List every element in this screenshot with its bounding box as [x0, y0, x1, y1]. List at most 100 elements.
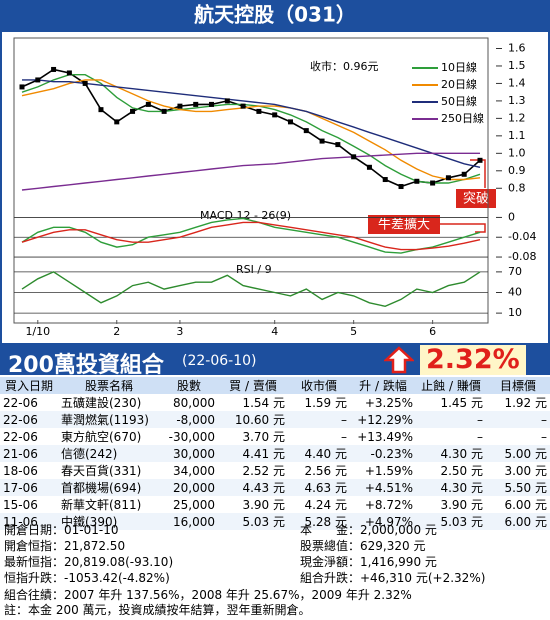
table-row: 18-06 春天百貨(331) 34,000 2.52 元 2.56 元 +1.59% 2.…: [0, 462, 550, 479]
table-cell: 4.30 元: [416, 479, 486, 496]
column-header: 目標價: [486, 377, 550, 394]
signal-box: [456, 189, 496, 208]
table-cell: 春天百貨(331): [61, 464, 142, 478]
x-tick-label: 4: [271, 325, 278, 338]
table-cell: –: [541, 429, 547, 444]
table-cell: 5.28 元: [288, 513, 350, 530]
portfolio-date: (22-06-10): [182, 353, 257, 369]
table-cell: 21-06: [0, 445, 58, 462]
table-cell: 五礦建設(230): [61, 396, 142, 410]
close-mark: [82, 80, 88, 86]
table-cell: 5.03 元: [218, 513, 288, 530]
close-mark: [445, 175, 451, 181]
table-cell: -30,000: [168, 429, 215, 444]
x-tick-label: 2: [113, 325, 120, 338]
legend-label: 20日線: [441, 77, 477, 91]
y-tick-label: 1.4: [508, 76, 526, 89]
close-mark: [35, 77, 41, 83]
table-cell: 4.43 元: [218, 479, 288, 496]
table-cell: 1.59 元: [304, 396, 347, 410]
macd-signal-box: [368, 215, 440, 234]
table-cell: 34,000: [173, 463, 215, 478]
table-cell: 10.60 元: [218, 411, 288, 428]
y-tick-label: 1.0: [508, 146, 526, 159]
summary-item: 開倉日期：01-01-10: [4, 523, 119, 537]
y-tick-label: 1.3: [508, 94, 526, 107]
table-cell: -0.23%: [350, 445, 416, 462]
y-tick-label: 0: [508, 210, 515, 223]
table-cell: –: [341, 429, 347, 444]
table-cell: 18-06: [3, 463, 38, 478]
signal-label: 突破: [463, 191, 489, 207]
x-tick-label: 1/10: [25, 325, 50, 338]
table-row: 17-06 首都機場(694) 20,000 4.43 元 4.63 元 +4.51% 4.…: [0, 479, 550, 496]
portfolio-title: 200萬投資組合: [8, 353, 164, 378]
table-cell: 20,000: [160, 479, 218, 496]
plot-frame: [13, 37, 489, 324]
table-row: 15-06 新華文軒(811) 25,000 3.90 元 4.24 元 +8.72% 3.…: [0, 496, 550, 513]
series-line: [21, 217, 481, 254]
close-mark: [209, 101, 215, 107]
y-tick-label: 1.1: [508, 129, 526, 142]
column-header: 股票名稱: [58, 377, 160, 394]
close-mark: [335, 142, 341, 148]
y-tick-label: 70: [508, 265, 522, 278]
title-bar: [0, 0, 550, 30]
footer-line: 組合往績：2007 年升 137.56%，2008 年升 25.67%，2009…: [4, 588, 412, 602]
table-cell: +1.59%: [364, 463, 413, 478]
table-row: 21-06 信德(242) 30,000 4.41 元 4.40 元 -0.23% 4.30…: [0, 445, 550, 462]
table-cell: 2.52 元: [242, 464, 285, 478]
close-mark: [114, 119, 120, 125]
table-cell: +3.25%: [364, 395, 413, 410]
table-cell: 17-06: [0, 479, 58, 496]
table-cell: 5.03 元: [416, 513, 486, 530]
legend-label: 250日線: [441, 111, 484, 125]
table-cell: -8,000: [160, 411, 218, 428]
close-mark: [351, 154, 357, 160]
y-tick-label: 10: [508, 306, 522, 319]
series-line: [21, 271, 481, 308]
series-line: [21, 221, 481, 251]
table-cell: +8.72%: [364, 497, 413, 512]
y-tick-label: 1.2: [508, 111, 526, 124]
footer-line: 註：本金 200 萬元，投資成績按年結算，翌年重新開倉。: [4, 603, 311, 617]
close-mark: [272, 112, 278, 118]
column-header: 止蝕 / 賺價: [416, 377, 486, 394]
series-line: [21, 152, 480, 191]
y-tick-label: 1.5: [508, 59, 526, 72]
table-cell: 2.50 元: [440, 464, 483, 478]
series-line: [22, 79, 481, 168]
table-cell: 1.92 元: [504, 396, 547, 410]
table-cell: –: [416, 411, 486, 428]
y-tick-label: -0.04: [508, 230, 536, 243]
banner: 200萬投資組合 (22-06-10) 2.32%: [0, 345, 550, 378]
macd-title: MACD 12 - 26(9): [200, 209, 291, 222]
summary-item: 最新恒指：20,819.08(-93.10): [4, 555, 174, 569]
table-cell: 3.90 元: [440, 498, 483, 512]
summary-item: 現金淨額：1,416,990 元: [300, 555, 437, 569]
column-header: 股數: [160, 377, 218, 394]
up-arrow: [384, 346, 414, 374]
y-tick-label: -0.08: [508, 250, 536, 263]
signal-arrow: [470, 159, 486, 188]
summary-item: 開倉恒指：21,872.50: [4, 539, 126, 553]
x-tick-label: 6: [429, 325, 436, 338]
close-mark: [177, 103, 183, 109]
chart: 航天控股（031） 收市：0.96元 突破 牛差擴大 MACD 12 - 26(…: [0, 0, 550, 345]
table-cell: 22-06: [3, 395, 38, 410]
column-header: 買入日期: [0, 377, 58, 394]
table-cell: 新華文軒(811): [61, 498, 142, 512]
close-mark: [51, 66, 57, 72]
close-mark: [19, 84, 25, 90]
table-cell: 華潤燃氣(1193): [58, 411, 160, 428]
table-cell: 4.63 元: [288, 479, 350, 496]
table-cell: 22-06: [0, 411, 58, 428]
close-mark: [256, 108, 262, 114]
close-mark: [477, 157, 483, 163]
y-tick-label: 0.8: [508, 181, 526, 194]
close-mark: [398, 184, 404, 190]
close-mark: [224, 98, 230, 104]
close-mark: [161, 108, 167, 114]
close-mark: [414, 178, 420, 184]
portfolio-change: 2.32%: [420, 345, 526, 375]
